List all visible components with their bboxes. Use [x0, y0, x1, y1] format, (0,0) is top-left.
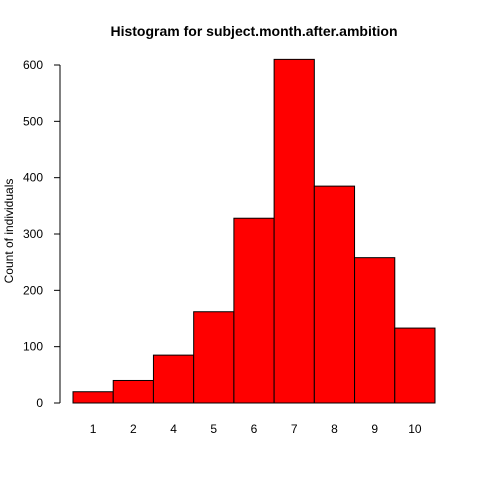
bar-10 [394, 327, 436, 404]
y-tick-label-400: 400 [23, 171, 43, 185]
y-tick-label-300: 300 [23, 227, 43, 241]
x-tick-label-4: 4 [170, 422, 177, 436]
x-tick-label-9: 9 [371, 422, 378, 436]
bar-8 [313, 185, 356, 404]
bar-4 [152, 354, 195, 404]
y-tick-label-600: 600 [23, 58, 43, 72]
bar-5 [193, 311, 235, 404]
y-tick-label-200: 200 [23, 283, 43, 297]
y-tick-label-0: 0 [36, 396, 43, 410]
x-tick-label-8: 8 [331, 422, 338, 436]
x-tick-label-6: 6 [251, 422, 258, 436]
x-tick-label-7: 7 [291, 422, 298, 436]
y-axis: 0 100 200 300 400 500 600 [23, 58, 61, 410]
y-tick-label-500: 500 [23, 114, 43, 128]
bar-2 [112, 379, 154, 404]
bar-9 [354, 257, 396, 404]
bar-6 [233, 217, 275, 404]
x-tick-label-10: 10 [408, 422, 422, 436]
x-tick-label-1: 1 [90, 422, 97, 436]
x-axis: 1 2 4 5 6 7 8 9 10 [90, 422, 422, 436]
bar-1 [72, 391, 114, 404]
bars-group [72, 58, 436, 404]
x-tick-label-5: 5 [210, 422, 217, 436]
y-axis-label: Count of individuals [2, 179, 16, 284]
chart-title: Histogram for subject.month.after.ambiti… [110, 23, 397, 39]
y-tick-label-100: 100 [23, 340, 43, 354]
x-tick-label-2: 2 [130, 422, 137, 436]
bar-7 [273, 58, 315, 404]
